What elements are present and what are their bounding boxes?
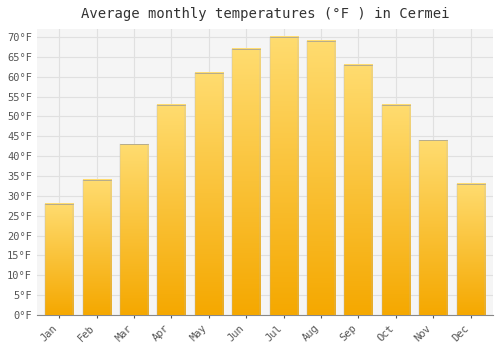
Title: Average monthly temperatures (°F ) in Cermei: Average monthly temperatures (°F ) in Ce… (80, 7, 449, 21)
